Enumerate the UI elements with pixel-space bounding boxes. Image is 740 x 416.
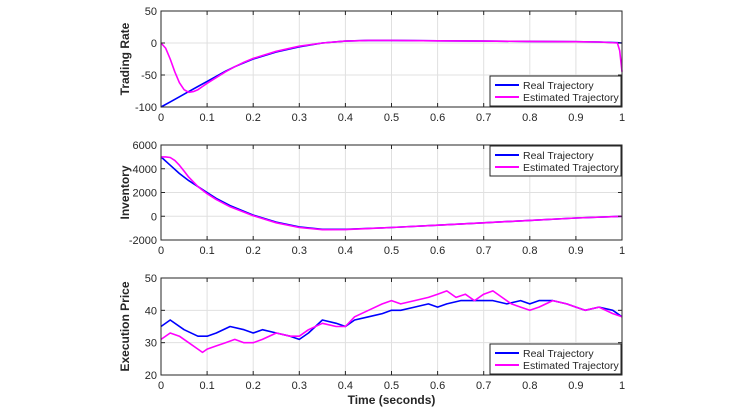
x-tick-label: 0.3 [292, 380, 307, 392]
x-tick-label: 0.2 [246, 380, 261, 392]
y-tick-label: 50 [145, 273, 157, 285]
x-tick-label: 0.8 [522, 112, 537, 124]
y-axis-label: Execution Price [118, 281, 132, 371]
subplot-2: 0 0.1 0.2 0.3 0.4 0.5 0.6 0.7 0.8 0.9 1-2000020004… [118, 140, 625, 257]
legend-label-real: Real Trajectory [523, 150, 594, 162]
x-tick-label: 0.7 [476, 245, 491, 257]
y-tick-label: -100 [135, 102, 157, 114]
x-tick-label: 0.3 [292, 245, 307, 257]
legend-box [489, 145, 622, 177]
y-tick-label: 6000 [133, 140, 157, 152]
legend-label-estimated: Estimated Trajectory [523, 360, 619, 372]
x-tick-label: 0.4 [338, 380, 353, 392]
x-tick-label: 0.1 [199, 112, 214, 124]
y-tick-label: 30 [145, 338, 157, 350]
x-tick-label: 0.3 [292, 112, 307, 124]
y-tick-label: 50 [145, 6, 157, 18]
x-tick-label: 0 [158, 245, 164, 257]
x-tick-label: 0.1 [199, 245, 214, 257]
legend-label-estimated: Estimated Trajectory [523, 92, 619, 104]
y-tick-label: -2000 [129, 235, 157, 247]
legend-label-real: Real Trajectory [523, 80, 594, 92]
x-tick-label: 0.6 [430, 380, 445, 392]
y-tick-label: 40 [145, 305, 157, 317]
x-tick-label: 0 [158, 112, 164, 124]
x-tick-label: 0 [158, 380, 164, 392]
legend-box [489, 75, 622, 107]
x-tick-label: 0.6 [430, 245, 445, 257]
y-axis-label: Trading Rate [118, 22, 132, 95]
legend-label-real: Real Trajectory [523, 348, 594, 360]
x-tick-label: 0.9 [568, 380, 583, 392]
subplot-3: 0 0.1 0.2 0.3 0.4 0.5 0.6 0.7 0.8 0.9 1 20 30 40 50 Exe… [118, 273, 625, 407]
x-tick-label: 1 [619, 245, 625, 257]
estimated-trajectory-line [161, 156, 623, 231]
x-tick-label: 0.7 [476, 380, 491, 392]
x-tick-label: 0.5 [384, 245, 399, 257]
x-tick-label: 1 [619, 380, 625, 392]
x-axis-label: Time (seconds) [348, 393, 436, 407]
y-tick-label: 4000 [133, 164, 157, 176]
y-tick-label: 2000 [133, 188, 157, 200]
y-tick-label: 0 [151, 211, 157, 223]
x-tick-label: 0.8 [522, 380, 537, 392]
subplot-1: 0 0.1 0.2 0.3 0.4 0.5 0.6 0.7 0.8 0.9 1 -100 -50 0 50 T… [118, 6, 625, 124]
x-tick-label: 0.8 [522, 245, 537, 257]
legend-label-estimated: Estimated Trajectory [523, 162, 619, 174]
x-tick-label: 0.7 [476, 112, 491, 124]
x-tick-label: 0.2 [246, 112, 261, 124]
x-tick-label: 0.2 [246, 245, 261, 257]
y-tick-label: 0 [151, 38, 157, 50]
real-trajectory-line [160, 299, 623, 341]
x-tick-label: 0.9 [568, 245, 583, 257]
x-tick-label: 0.5 [384, 112, 399, 124]
estimated-trajectory-line [160, 290, 623, 354]
legend-box [489, 343, 622, 375]
x-tick-label: 0.4 [338, 112, 353, 124]
y-tick-label: -50 [141, 70, 157, 82]
x-tick-label: 0.9 [568, 112, 583, 124]
x-tick-label: 0.1 [199, 380, 214, 392]
x-tick-label: 1 [619, 112, 625, 124]
x-tick-label: 0.5 [384, 380, 399, 392]
y-axis-label: Inventory [118, 165, 132, 219]
y-tick-label: 20 [145, 370, 157, 382]
x-tick-label: 0.6 [430, 112, 445, 124]
estimated-trajectory-line [160, 39, 623, 94]
x-tick-label: 0.4 [338, 245, 353, 257]
